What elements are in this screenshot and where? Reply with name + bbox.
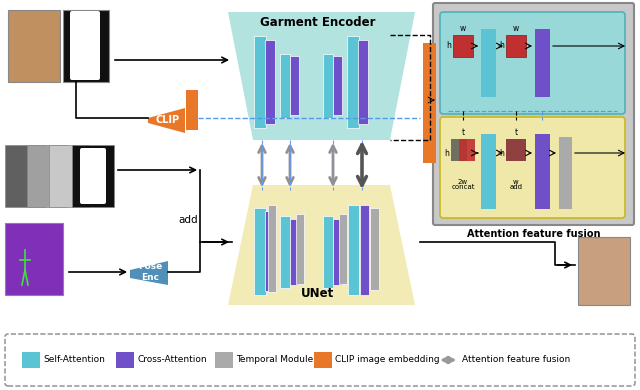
Bar: [358, 40, 368, 124]
Bar: [333, 219, 342, 285]
FancyBboxPatch shape: [63, 10, 109, 82]
Text: add: add: [509, 184, 522, 190]
Bar: [323, 216, 333, 288]
Bar: [333, 57, 342, 115]
FancyBboxPatch shape: [440, 117, 625, 218]
Bar: [280, 53, 290, 118]
Bar: [323, 53, 333, 118]
FancyBboxPatch shape: [578, 237, 630, 305]
Text: CLIP: CLIP: [156, 115, 180, 125]
Bar: [535, 29, 550, 97]
Bar: [268, 205, 276, 292]
Bar: [265, 40, 275, 124]
Text: add: add: [179, 215, 198, 225]
Bar: [506, 35, 526, 57]
Bar: [481, 134, 496, 209]
Bar: [215, 352, 233, 368]
Polygon shape: [228, 12, 415, 140]
FancyBboxPatch shape: [8, 10, 60, 82]
Bar: [186, 90, 198, 130]
Bar: [348, 205, 359, 295]
Text: Attention feature fusion: Attention feature fusion: [462, 356, 570, 365]
Bar: [289, 219, 298, 285]
Text: Garment Encoder: Garment Encoder: [260, 16, 376, 29]
FancyBboxPatch shape: [433, 3, 634, 225]
Text: w: w: [460, 24, 466, 33]
FancyBboxPatch shape: [72, 145, 114, 207]
Text: Temporal Module: Temporal Module: [236, 356, 314, 365]
Bar: [451, 139, 467, 161]
Bar: [535, 134, 550, 209]
Bar: [559, 137, 572, 209]
Text: h: h: [499, 149, 504, 158]
Text: Cross-Attention: Cross-Attention: [137, 356, 207, 365]
Bar: [253, 36, 266, 128]
Bar: [253, 207, 266, 295]
Text: w: w: [513, 179, 519, 185]
FancyBboxPatch shape: [5, 145, 45, 207]
Text: UNet: UNet: [301, 287, 335, 300]
Bar: [116, 352, 134, 368]
Polygon shape: [148, 108, 185, 133]
FancyBboxPatch shape: [5, 334, 635, 386]
Polygon shape: [228, 185, 415, 305]
Text: w: w: [513, 24, 519, 33]
Bar: [265, 211, 275, 291]
Text: Self-Attention: Self-Attention: [43, 356, 105, 365]
Text: h: h: [499, 41, 504, 50]
Polygon shape: [130, 261, 168, 285]
Bar: [453, 35, 473, 57]
FancyBboxPatch shape: [80, 148, 106, 204]
Bar: [289, 57, 298, 115]
Text: h: h: [444, 149, 449, 158]
Bar: [459, 139, 475, 161]
Bar: [423, 43, 436, 163]
Bar: [314, 352, 332, 368]
Text: t: t: [461, 128, 465, 137]
Bar: [346, 36, 358, 128]
Text: h: h: [446, 41, 451, 50]
Text: Attention feature fusion: Attention feature fusion: [467, 229, 600, 239]
Bar: [360, 205, 369, 295]
Bar: [296, 214, 304, 284]
Text: Pose
Enc: Pose Enc: [138, 262, 162, 282]
Text: concat: concat: [451, 184, 475, 190]
FancyBboxPatch shape: [440, 12, 625, 114]
Text: CLIP image embedding: CLIP image embedding: [335, 356, 440, 365]
Bar: [22, 352, 40, 368]
FancyBboxPatch shape: [49, 145, 89, 207]
Bar: [506, 139, 526, 161]
FancyBboxPatch shape: [27, 145, 67, 207]
Bar: [370, 208, 379, 290]
Text: t: t: [515, 128, 518, 137]
Text: 2w: 2w: [458, 179, 468, 185]
Bar: [339, 214, 347, 284]
Bar: [481, 29, 496, 97]
FancyBboxPatch shape: [70, 11, 100, 80]
FancyBboxPatch shape: [5, 223, 63, 295]
Bar: [280, 216, 290, 288]
